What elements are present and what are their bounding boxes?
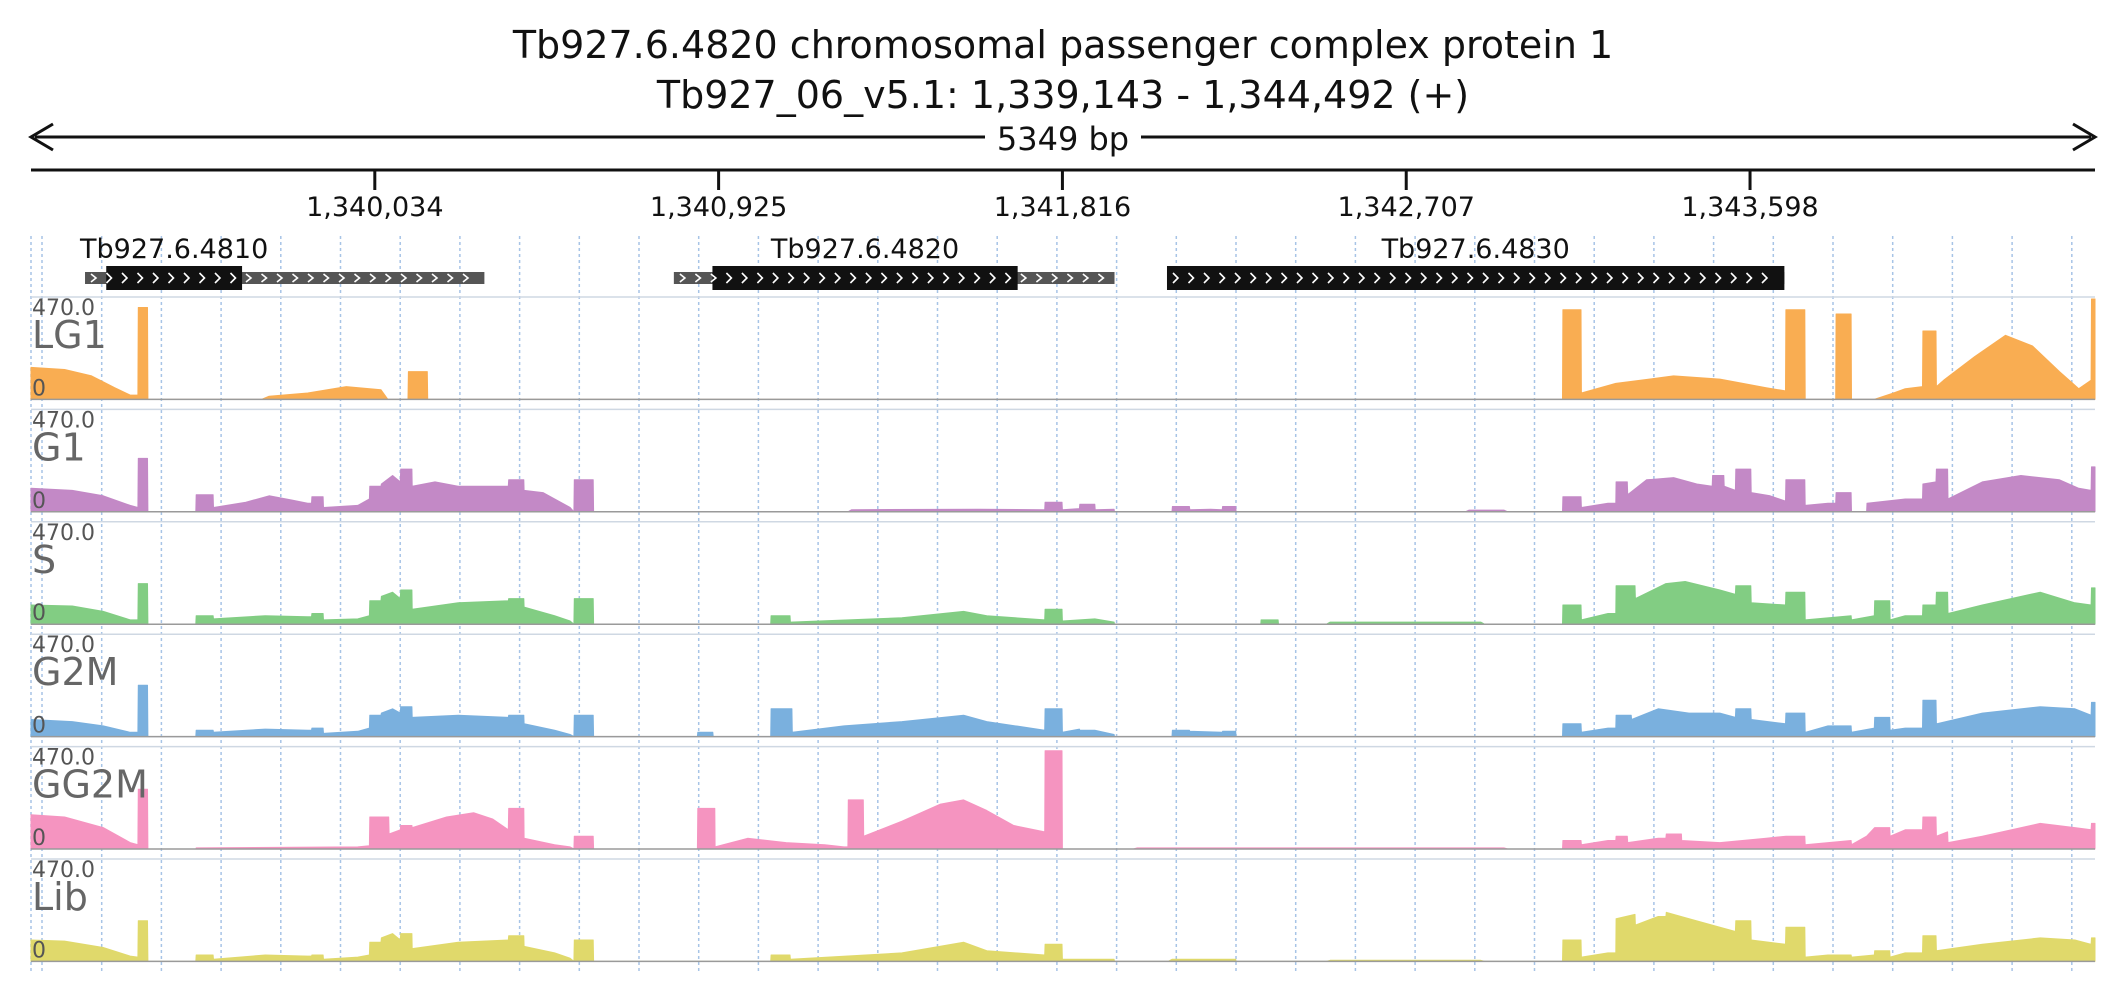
coverage-area-g2m: [30, 684, 2096, 738]
track-name: LG1: [32, 313, 107, 357]
ruler-tick-label: 1,340,925: [650, 192, 787, 223]
gene-cds: [1166, 266, 1785, 290]
coverage-area-s: [30, 581, 2096, 625]
track-ymax-label: 470.0: [32, 858, 95, 883]
strand-arrows-icon: [90, 272, 470, 284]
track-ymax-label: 470.0: [32, 296, 95, 321]
track-ymin-label: 0: [32, 601, 46, 626]
track-ymax-label: 470.0: [32, 521, 95, 546]
track-ymin-label: 0: [32, 714, 46, 739]
chart-title: Tb927.6.4820 chromosomal passenger compl…: [512, 23, 1614, 67]
span-arrow-left-icon: [28, 122, 54, 152]
ruler-tick-label: 1,343,598: [1681, 192, 1818, 223]
coverage-area-lg1: [30, 298, 2096, 400]
span-label-bg: [985, 118, 1141, 156]
coverage-area-gg2m: [30, 750, 2096, 850]
strand-arrows-icon: [679, 272, 1105, 284]
track-ymin-label: 0: [32, 376, 46, 401]
track-name: G2M: [32, 650, 118, 694]
span-length-label: 5349 bp: [997, 120, 1129, 158]
gene-label: Tb927.6.4820: [770, 234, 959, 265]
gene-label: Tb927.6.4810: [79, 234, 268, 265]
strand-arrows-icon: [1172, 272, 1769, 284]
ruler-tick-label: 1,340,034: [306, 192, 443, 223]
track-name: Lib: [32, 875, 88, 919]
track-ymin-label: 0: [32, 826, 46, 851]
track-ymax-label: 470.0: [32, 633, 95, 658]
span-arrow-right-icon: [2072, 122, 2098, 152]
ruler-tick-label: 1,342,707: [1338, 192, 1475, 223]
gene-label: Tb927.6.4830: [1381, 234, 1570, 265]
coverage-area-g1: [30, 457, 2096, 513]
track-ymax-label: 470.0: [32, 408, 95, 433]
genomic-location: Tb927_06_v5.1: 1,339,143 - 1,344,492 (+): [656, 73, 1470, 117]
track-ymin-label: 0: [32, 489, 46, 514]
ruler-tick-label: 1,341,816: [994, 192, 1131, 223]
track-ymin-label: 0: [32, 938, 46, 963]
gene-cds: [712, 266, 1018, 290]
coverage-area-lib: [30, 911, 2096, 962]
track-name: G1: [32, 425, 86, 469]
track-name: GG2M: [32, 763, 148, 807]
track-name: S: [32, 538, 56, 582]
track-ymax-label: 470.0: [32, 746, 95, 771]
